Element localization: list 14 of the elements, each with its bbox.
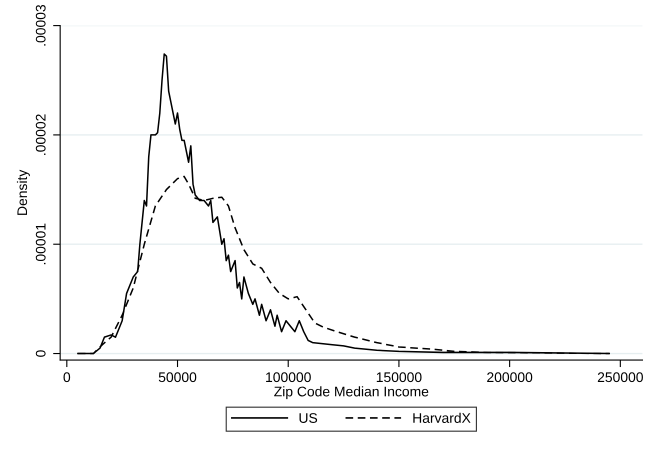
y-axis-title: Density — [16, 170, 30, 215]
y-tick-label: .00001 — [36, 224, 46, 264]
y-tick-label: .00003 — [36, 4, 46, 46]
x-axis-title: Zip Code Median Income — [274, 386, 428, 400]
y-tick-label: 0 — [36, 350, 46, 357]
legend-label: US — [300, 413, 318, 423]
x-tick-label: 50000 — [158, 372, 196, 382]
x-tick-label: 250000 — [598, 372, 643, 382]
x-tick-label: 150000 — [376, 372, 422, 382]
x-tick-label: 200000 — [487, 372, 532, 382]
legend-label: HarvardX — [413, 412, 471, 423]
x-tick-label: 0 — [63, 372, 70, 382]
x-tick-label: 100000 — [266, 372, 311, 382]
y-tick-label: .00002 — [36, 114, 46, 155]
